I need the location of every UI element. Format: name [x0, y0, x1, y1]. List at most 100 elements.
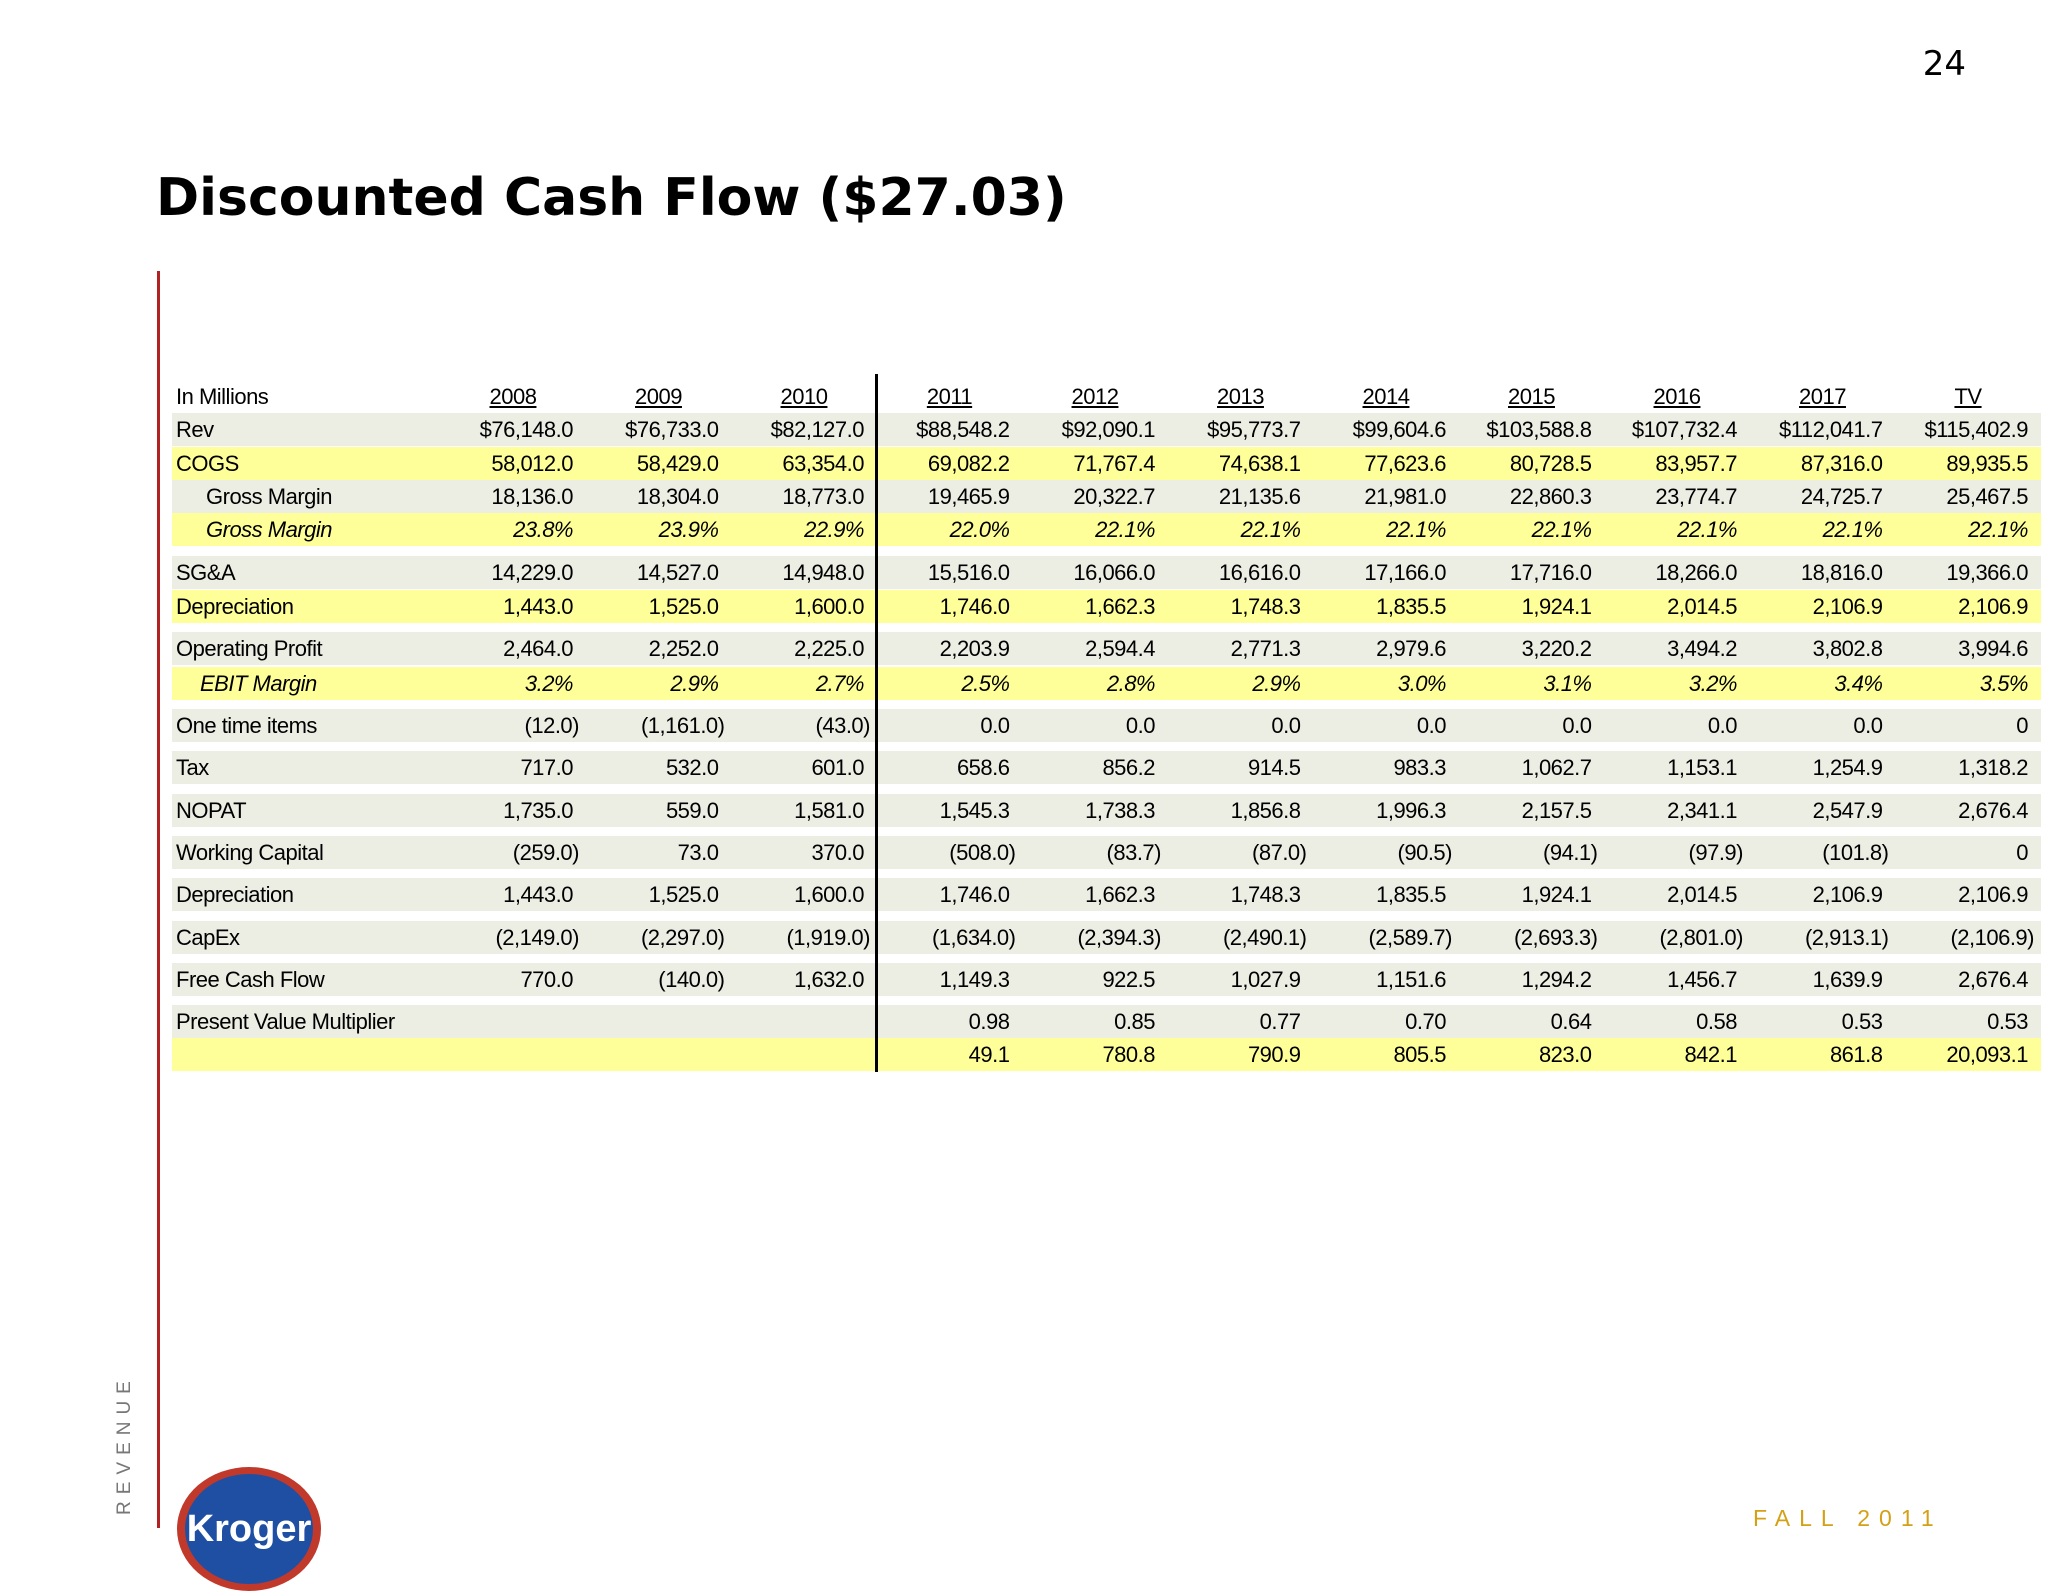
cell-value: 1,662.3 [1085, 882, 1155, 907]
page-number: 24 [1922, 44, 1966, 84]
row-label: SG&A [176, 560, 236, 585]
cell-value: 2.7% [815, 671, 865, 696]
cell-value: 22.1% [1968, 517, 2028, 542]
cell-value: 15,516.0 [927, 560, 1010, 585]
cell-value: 3.5% [1979, 671, 2029, 696]
cell-value: 3,494.2 [1667, 636, 1737, 661]
cell-value: 532.0 [665, 755, 719, 780]
cell-value: 0.0 [1125, 713, 1156, 738]
cell-value: 80,728.5 [1509, 451, 1592, 476]
cell-value: 1,318.2 [1958, 755, 2028, 780]
cell-value: 2,203.9 [939, 636, 1010, 661]
cell-value: $88,548.2 [916, 417, 1010, 442]
cell-value: 2,341.1 [1667, 798, 1737, 823]
cell-value: $99,604.6 [1352, 417, 1447, 442]
cell-value: 14,948.0 [782, 560, 864, 585]
cell-value: 2,225.0 [794, 636, 864, 661]
cell-value: 0.64 [1550, 1009, 1592, 1034]
cell-value: 22.1% [1386, 517, 1446, 542]
row-label: Rev [176, 417, 214, 442]
cell-value: $76,148.0 [479, 417, 574, 442]
cell-value: 1,151.6 [1376, 967, 1446, 992]
cell-value: 74,638.1 [1218, 451, 1301, 476]
corner-label: In Millions [176, 384, 269, 409]
row-label: Gross Margin [206, 484, 333, 509]
cell-value: 1,443.0 [503, 882, 573, 907]
table-row: Present Value Multiplier 0.98 0.85 0.77 0.70… [172, 1005, 2041, 1038]
table-row: Depreciation 1,443.0 1,525.0 1,600.0 1,746.0… [172, 590, 2041, 623]
row-label: NOPAT [176, 798, 247, 823]
cell-value: 18,136.0 [491, 484, 573, 509]
table-row: SG&A 14,229.0 14,527.0 14,948.0 15,516.0 16,0… [172, 556, 2041, 589]
header-row: In Millions 2008 2009 2010 2011 2012 2013 2014 2… [172, 380, 2041, 413]
column-header: 2012 [1071, 384, 1119, 409]
cell-value: 22.9% [804, 517, 864, 542]
cell-value: 0.53 [1987, 1009, 2028, 1034]
table-row: Operating Profit 2,464.0 2,252.0 2,225.0 2,2… [172, 632, 2041, 665]
cell-value: 18,773.0 [782, 484, 864, 509]
column-header: 2013 [1217, 384, 1264, 409]
cell-value: 22.0% [949, 517, 1010, 542]
table-row: Tax 717.0 532.0 601.0 658.6 856.2 914.5 983.3 1,… [172, 751, 2041, 784]
cell-value: 58,012.0 [491, 451, 573, 476]
cell-value: 17,716.0 [1509, 560, 1592, 585]
cell-value: 3,802.8 [1812, 636, 1883, 661]
row-label: Operating Profit [176, 636, 323, 661]
cell-value: 2,676.4 [1958, 967, 2028, 992]
table-row: COGS 58,012.0 58,429.0 63,354.0 69,082.2 71,7… [172, 447, 2041, 480]
cell-value: $92,090.1 [1061, 417, 1156, 442]
cell-value: $95,773.7 [1207, 417, 1301, 442]
cell-value: 20,322.7 [1073, 484, 1155, 509]
cell-value: 914.5 [1247, 755, 1301, 780]
cell-value: (90.5) [1397, 840, 1453, 865]
cell-value: 1,443.0 [503, 594, 573, 619]
row-label: Present Value Multiplier [176, 1009, 395, 1034]
cell-value: 3.2% [1688, 671, 1738, 696]
cell-value: $107,732.4 [1631, 417, 1738, 442]
table-row: CapEx (2,149.0) (2,297.0) (1,919.0) (1,634.0… [172, 921, 2041, 954]
table-row: Gross Margin 23.8% 23.9% 22.9% 22.0% 22.1% 22.… [172, 513, 2041, 546]
cell-value: 19,366.0 [1946, 560, 2028, 585]
cell-value: 0.85 [1114, 1009, 1155, 1034]
cell-value: 73.0 [677, 840, 719, 865]
cell-value: (2,106.9) [1950, 925, 2034, 950]
row-label: EBIT Margin [200, 671, 317, 696]
row-label: Tax [176, 755, 209, 780]
cell-value: 0.77 [1259, 1009, 1301, 1034]
cell-value: 2,464.0 [503, 636, 573, 661]
logo-body [185, 1474, 313, 1584]
cell-value: 805.5 [1393, 1042, 1446, 1067]
cell-value: 717.0 [520, 755, 573, 780]
cell-value: 1,153.1 [1667, 755, 1737, 780]
cell-value: (2,913.1) [1804, 925, 1889, 950]
cell-value: 922.5 [1102, 967, 1155, 992]
column-header: 2017 [1799, 384, 1846, 409]
cell-value: (94.1) [1543, 840, 1598, 865]
cell-value: 89,935.5 [1946, 451, 2028, 476]
footer: FALL 2011 [1753, 1505, 1943, 1531]
cell-value: 23.8% [513, 517, 573, 542]
cell-value: 14,229.0 [491, 560, 573, 585]
cell-value: 823.0 [1538, 1042, 1592, 1067]
cell-value: 2.5% [961, 671, 1010, 696]
cell-value: (2,149.0) [495, 925, 579, 950]
table-row: One time items (12.0) (1,161.0) (43.0) 0.0 0.… [172, 709, 2041, 742]
cell-value: 983.3 [1393, 755, 1446, 780]
cell-value: 370.0 [811, 840, 864, 865]
cell-value: 2.8% [1106, 671, 1156, 696]
cell-value: 1,996.3 [1376, 798, 1446, 823]
cell-value: 2,252.0 [648, 636, 719, 661]
cell-value: (2,490.1) [1222, 925, 1307, 950]
cell-value: (259.0) [512, 840, 580, 865]
cell-value: 2,979.6 [1376, 636, 1446, 661]
cell-value: 3,220.2 [1521, 636, 1592, 661]
cell-value: 3,994.6 [1958, 636, 2028, 661]
cell-value: 0 [2016, 840, 2028, 865]
cell-value: 2,106.9 [1812, 882, 1883, 907]
cell-value: (87.0) [1252, 840, 1307, 865]
column-header: 2015 [1508, 384, 1555, 409]
cell-value: 658.6 [956, 755, 1010, 780]
row-label: Free Cash Flow [176, 967, 325, 992]
cell-value: 71,767.4 [1073, 451, 1155, 476]
